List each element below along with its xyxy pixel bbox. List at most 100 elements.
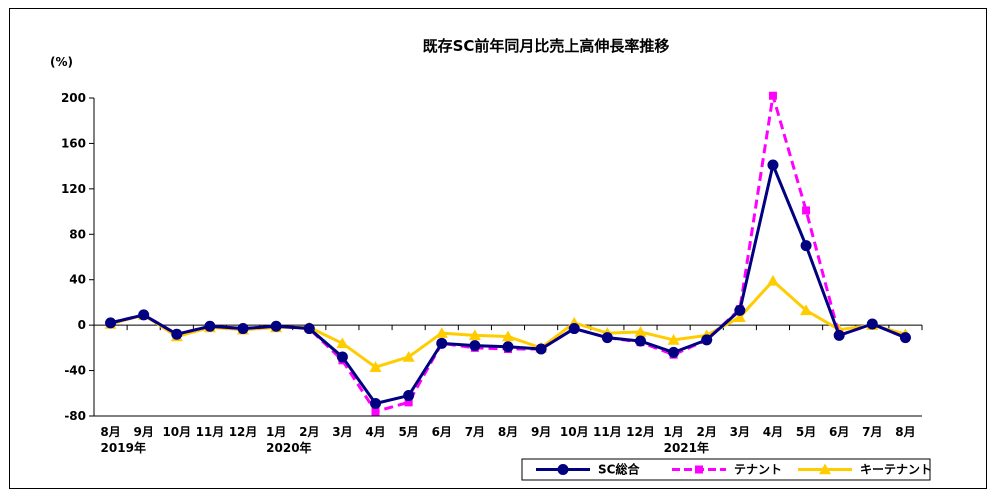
data-point	[270, 320, 282, 332]
data-point	[138, 309, 150, 321]
series-layer	[104, 91, 912, 416]
x-tick-label: 8月	[895, 425, 915, 439]
legend-entry: テナント	[672, 463, 782, 477]
x-year-label: 2019年	[101, 440, 146, 455]
data-point	[734, 304, 746, 316]
y-tick-label: 0	[78, 318, 86, 332]
data-point	[435, 327, 448, 338]
series-line	[110, 94, 907, 413]
x-tick-label: 8月	[100, 425, 120, 439]
data-point	[404, 398, 413, 407]
y-tick-label: 200	[61, 91, 86, 105]
legend-swatch-marker	[819, 463, 831, 475]
x-tick-label: 12月	[229, 425, 258, 439]
y-tick-label: -80	[64, 409, 86, 423]
x-year-label: 2021年	[664, 440, 709, 455]
data-point	[800, 304, 813, 316]
data-point	[802, 206, 811, 215]
x-tick-label: 10月	[560, 425, 589, 439]
x-tick-label: 12月	[626, 425, 655, 439]
x-tick-label: 9月	[134, 425, 154, 439]
data-point	[866, 318, 878, 330]
data-point	[403, 390, 415, 402]
series-line	[110, 163, 907, 406]
x-tick-label: 4月	[365, 425, 385, 439]
x-year-label: 2020年	[266, 440, 311, 455]
legend-label: テナント	[734, 463, 782, 477]
data-point	[371, 407, 380, 416]
data-point	[237, 323, 249, 335]
data-point	[768, 91, 777, 100]
x-tick-label: 5月	[398, 425, 418, 439]
chart-frame	[9, 8, 987, 489]
x-tick-label: 7月	[465, 425, 485, 439]
data-point	[634, 335, 646, 347]
y-axis-unit-label: (%)	[50, 55, 73, 69]
data-point	[469, 340, 481, 352]
axes	[93, 98, 922, 417]
y-tick-label: -40	[64, 364, 86, 378]
data-point	[502, 341, 514, 353]
y-tick-label: 80	[69, 227, 86, 241]
data-point	[800, 240, 812, 252]
legend-label: キーテナント	[860, 463, 932, 477]
data-point	[767, 159, 779, 171]
x-tick-label: 2月	[697, 425, 717, 439]
x-tick-label: 8月	[498, 425, 518, 439]
data-point	[535, 343, 547, 355]
legend-entry: キーテナント	[798, 463, 932, 477]
x-tick-label: 1月	[663, 425, 683, 439]
data-point	[568, 323, 580, 335]
data-point	[668, 346, 680, 358]
y-tick-label: 160	[61, 136, 86, 150]
x-tick-label: 4月	[763, 425, 783, 439]
data-point	[468, 329, 481, 341]
data-point	[204, 320, 216, 332]
x-tick-label: 11月	[196, 425, 225, 439]
x-tick-label: 10月	[162, 425, 191, 439]
legend-swatch-marker	[695, 465, 703, 474]
data-point	[601, 332, 613, 344]
x-tick-label: 1月	[266, 425, 286, 439]
x-tick-label: 7月	[862, 425, 882, 439]
legend-label: SC総合	[598, 462, 640, 477]
x-tick-label: 11月	[593, 425, 622, 439]
series-1	[106, 91, 910, 416]
x-tick-label: 2月	[299, 425, 319, 439]
series-2	[104, 274, 912, 372]
series-0	[105, 159, 911, 410]
y-tick-label: 40	[69, 273, 86, 287]
data-point	[336, 337, 349, 349]
x-tick-label: 6月	[829, 425, 849, 439]
data-point	[899, 332, 911, 344]
data-point	[833, 329, 845, 341]
x-tick-label: 6月	[432, 425, 452, 439]
series-line	[110, 279, 906, 369]
legend-entry: SC総合	[536, 462, 640, 477]
data-point	[733, 311, 746, 322]
legend-swatch-marker	[557, 464, 569, 475]
x-tick-label: 5月	[796, 425, 816, 439]
y-tick-label: 120	[61, 182, 86, 196]
data-point	[502, 330, 514, 342]
legend: SC総合 テナント キーテナント	[521, 458, 932, 481]
y-axis-ticks: -80 -40 0 40 80 120 160 200	[61, 91, 94, 423]
x-tick-label: 3月	[730, 425, 750, 439]
data-point	[701, 334, 713, 346]
data-point	[667, 333, 680, 345]
x-tick-label: 9月	[531, 425, 551, 439]
data-point	[402, 350, 415, 362]
data-point	[303, 323, 315, 335]
data-point	[370, 398, 382, 410]
data-point	[369, 361, 382, 372]
x-axis-ticks: 8月 9月 10月 11月 12月 1月 2月 3月 4月 5月 6月 7月 8月 9月 10月 11月 12月…	[93, 325, 923, 455]
data-point	[336, 351, 348, 363]
data-point	[436, 337, 448, 349]
data-point	[171, 328, 183, 340]
data-point	[105, 317, 117, 329]
data-point	[766, 274, 779, 286]
x-tick-label: 3月	[332, 425, 352, 439]
data-point	[634, 325, 647, 337]
chart-title: 既存SC前年同月比売上高伸長率推移	[423, 37, 670, 55]
